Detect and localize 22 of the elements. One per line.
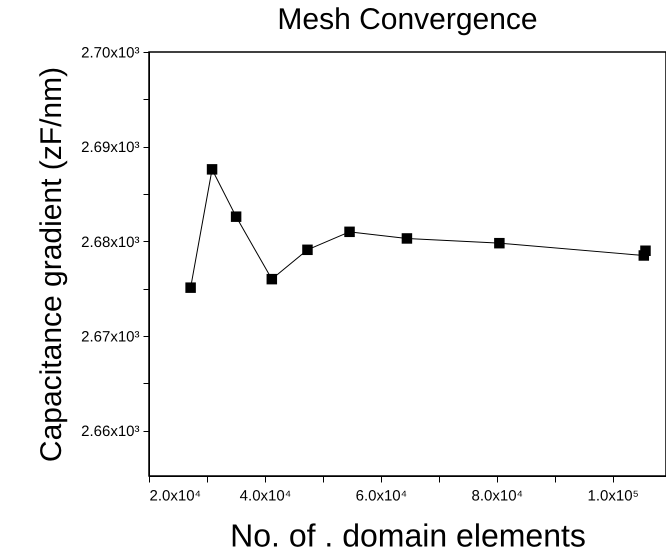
y-tick-label: 2.66x10³ [81,423,140,440]
x-tick-label: 6.0x10⁴ [356,488,408,504]
x-tick-label: 4.0x10⁴ [240,488,292,504]
point [494,238,505,248]
y-tick-label: 2.70x10³ [81,44,140,62]
chart-title: Mesh Convergence [277,3,538,36]
point [402,233,412,244]
x-tick-label: 8.0x10⁴ [472,488,523,504]
point [640,246,651,256]
point [230,211,242,222]
y-tick-label: 2.67x10³ [81,328,140,346]
y-axis-title: Capacitance gradient (zF/nm) [35,66,68,462]
point [185,282,196,293]
point [344,226,355,238]
x-tick-label: 1.0x10⁵ [588,488,639,504]
y-tick-label: 2.69x10³ [81,139,140,156]
point [206,164,218,175]
point [266,274,278,284]
y-tick-label: 2.68x10³ [81,234,140,251]
x-axis-title: No. of . domain elements [230,518,586,554]
point [302,244,313,256]
x-tick-label: 2.0x10⁴ [150,488,201,504]
